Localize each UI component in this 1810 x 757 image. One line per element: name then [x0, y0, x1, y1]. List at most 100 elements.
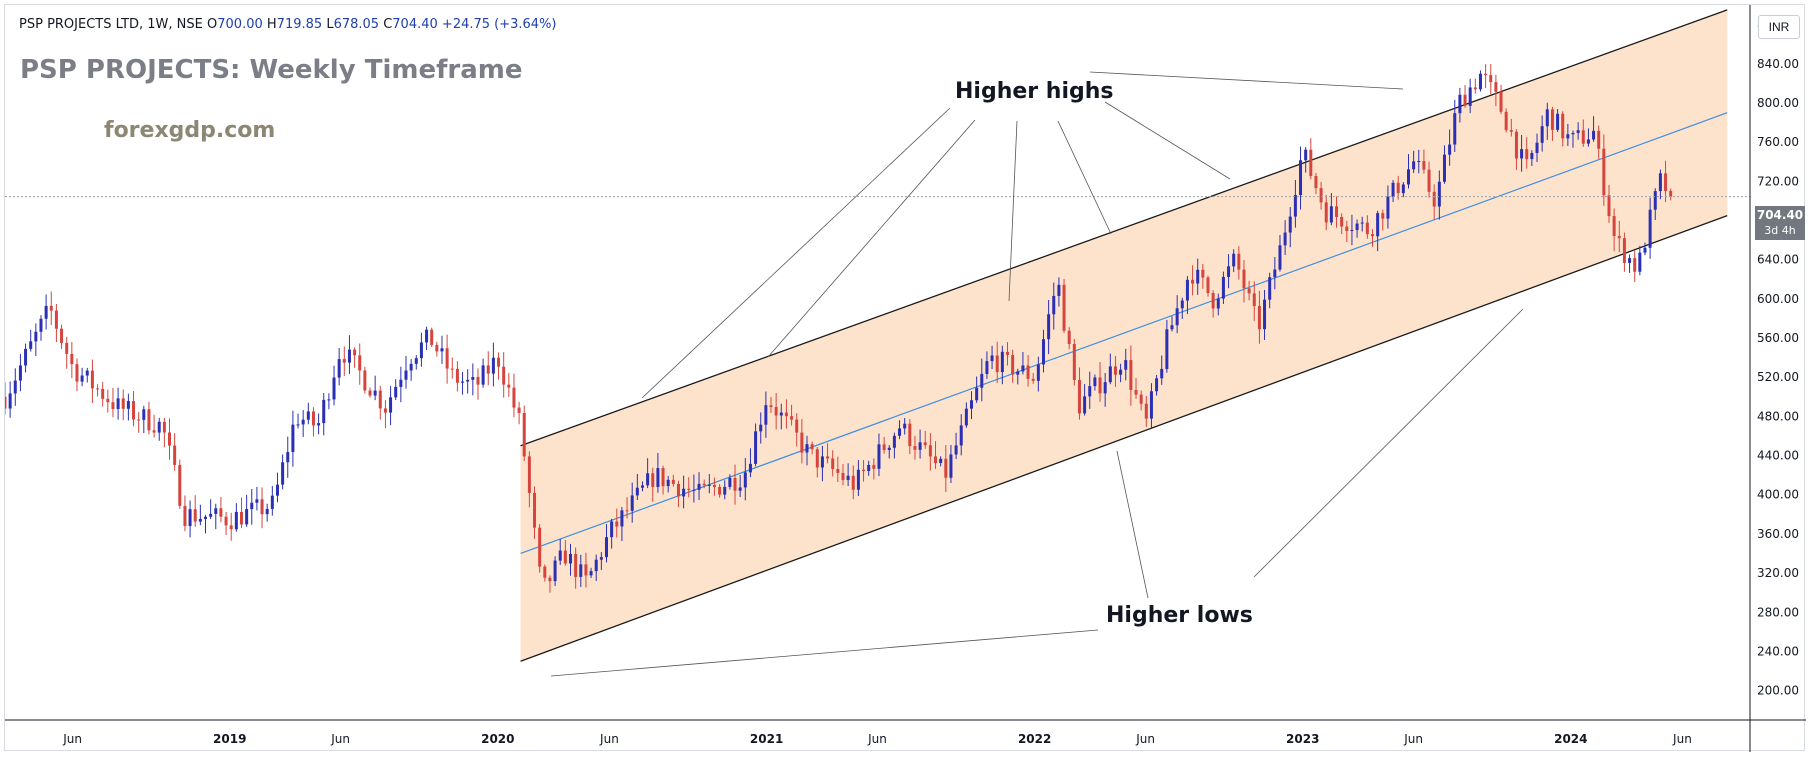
candle[interactable] — [1083, 384, 1087, 416]
candle[interactable] — [90, 359, 94, 404]
candle[interactable] — [260, 487, 264, 529]
candle[interactable] — [409, 359, 413, 381]
candle[interactable] — [311, 407, 315, 437]
candle[interactable] — [1139, 390, 1143, 411]
candle[interactable] — [1525, 137, 1529, 169]
candle[interactable] — [1550, 106, 1554, 141]
currency-button[interactable]: INR — [1758, 15, 1800, 39]
candle[interactable] — [1165, 319, 1169, 373]
candle[interactable] — [898, 420, 902, 440]
candle[interactable] — [281, 454, 285, 490]
candle[interactable] — [471, 363, 475, 396]
candle[interactable] — [1077, 367, 1081, 420]
candle[interactable] — [306, 402, 310, 425]
candle[interactable] — [918, 429, 922, 459]
candle[interactable] — [574, 547, 578, 589]
candle[interactable] — [229, 512, 233, 541]
candle[interactable] — [759, 412, 763, 444]
candle[interactable] — [1576, 122, 1580, 140]
candle[interactable] — [1406, 154, 1410, 189]
candle[interactable] — [440, 335, 444, 364]
candle[interactable] — [13, 368, 17, 406]
candle[interactable] — [1417, 149, 1421, 174]
candle[interactable] — [106, 389, 110, 413]
candle[interactable] — [1453, 99, 1457, 153]
candle[interactable] — [491, 342, 495, 387]
candle[interactable] — [425, 326, 429, 351]
candle[interactable] — [1556, 109, 1560, 132]
candle[interactable] — [1232, 249, 1236, 273]
candle[interactable] — [599, 552, 603, 571]
candle[interactable] — [1201, 264, 1205, 289]
candle[interactable] — [1432, 184, 1436, 220]
candle[interactable] — [517, 401, 521, 425]
candle[interactable] — [1216, 293, 1220, 316]
candle[interactable] — [826, 443, 830, 464]
candle[interactable] — [1314, 172, 1318, 195]
candle[interactable] — [317, 413, 321, 435]
candle[interactable] — [687, 477, 691, 498]
candle[interactable] — [666, 475, 670, 493]
candle[interactable] — [1155, 374, 1159, 396]
candle[interactable] — [183, 495, 187, 532]
candle[interactable] — [65, 336, 69, 369]
candle[interactable] — [1586, 128, 1590, 147]
candle[interactable] — [1108, 353, 1112, 385]
candle[interactable] — [1463, 85, 1467, 108]
candle[interactable] — [877, 433, 881, 477]
candle[interactable] — [1180, 297, 1184, 319]
candle[interactable] — [466, 369, 470, 394]
candle[interactable] — [707, 474, 711, 494]
candle[interactable] — [1329, 193, 1333, 226]
candle[interactable] — [903, 417, 907, 435]
candle[interactable] — [18, 354, 22, 392]
candle[interactable] — [301, 410, 305, 437]
candle[interactable] — [234, 503, 238, 532]
candle[interactable] — [481, 358, 485, 388]
candle[interactable] — [589, 567, 593, 578]
candle[interactable] — [96, 384, 100, 397]
candle[interactable] — [34, 323, 38, 356]
candle[interactable] — [558, 539, 562, 565]
candle[interactable] — [1273, 256, 1277, 290]
candle[interactable] — [836, 456, 840, 483]
candle[interactable] — [1561, 111, 1565, 147]
candle[interactable] — [486, 351, 490, 386]
candle[interactable] — [270, 486, 274, 516]
candle[interactable] — [1386, 185, 1390, 229]
candle[interactable] — [682, 475, 686, 509]
candle[interactable] — [923, 430, 927, 449]
candle[interactable] — [245, 494, 249, 527]
candle[interactable] — [1288, 207, 1292, 248]
candle[interactable] — [419, 332, 423, 367]
candle[interactable] — [640, 481, 644, 492]
candle[interactable] — [275, 472, 279, 503]
candle[interactable] — [389, 386, 393, 426]
candle[interactable] — [522, 405, 526, 461]
candle[interactable] — [209, 499, 213, 520]
candle[interactable] — [70, 341, 74, 379]
candle[interactable] — [697, 472, 701, 501]
candle[interactable] — [1093, 374, 1097, 391]
candle[interactable] — [342, 346, 346, 376]
candle[interactable] — [1376, 210, 1380, 252]
candle[interactable] — [1175, 295, 1179, 334]
candle[interactable] — [872, 458, 876, 480]
candle[interactable] — [856, 460, 860, 497]
candle[interactable] — [1566, 123, 1570, 146]
candle[interactable] — [54, 304, 58, 343]
candle[interactable] — [1597, 125, 1601, 159]
candle[interactable] — [137, 412, 141, 433]
candle[interactable] — [569, 543, 573, 576]
candle[interactable] — [1016, 368, 1020, 385]
price-chart[interactable]: 200.00 240.00 280.00 320.00 360.00 400.00 440.… — [5, 5, 1806, 752]
candle[interactable] — [173, 433, 177, 471]
candle[interactable] — [990, 345, 994, 370]
candle[interactable] — [404, 355, 408, 389]
candle[interactable] — [188, 500, 192, 538]
candle[interactable] — [553, 556, 557, 587]
candle[interactable] — [24, 343, 28, 373]
candle[interactable] — [584, 552, 588, 588]
candle[interactable] — [1057, 277, 1061, 307]
candle[interactable] — [358, 343, 362, 385]
